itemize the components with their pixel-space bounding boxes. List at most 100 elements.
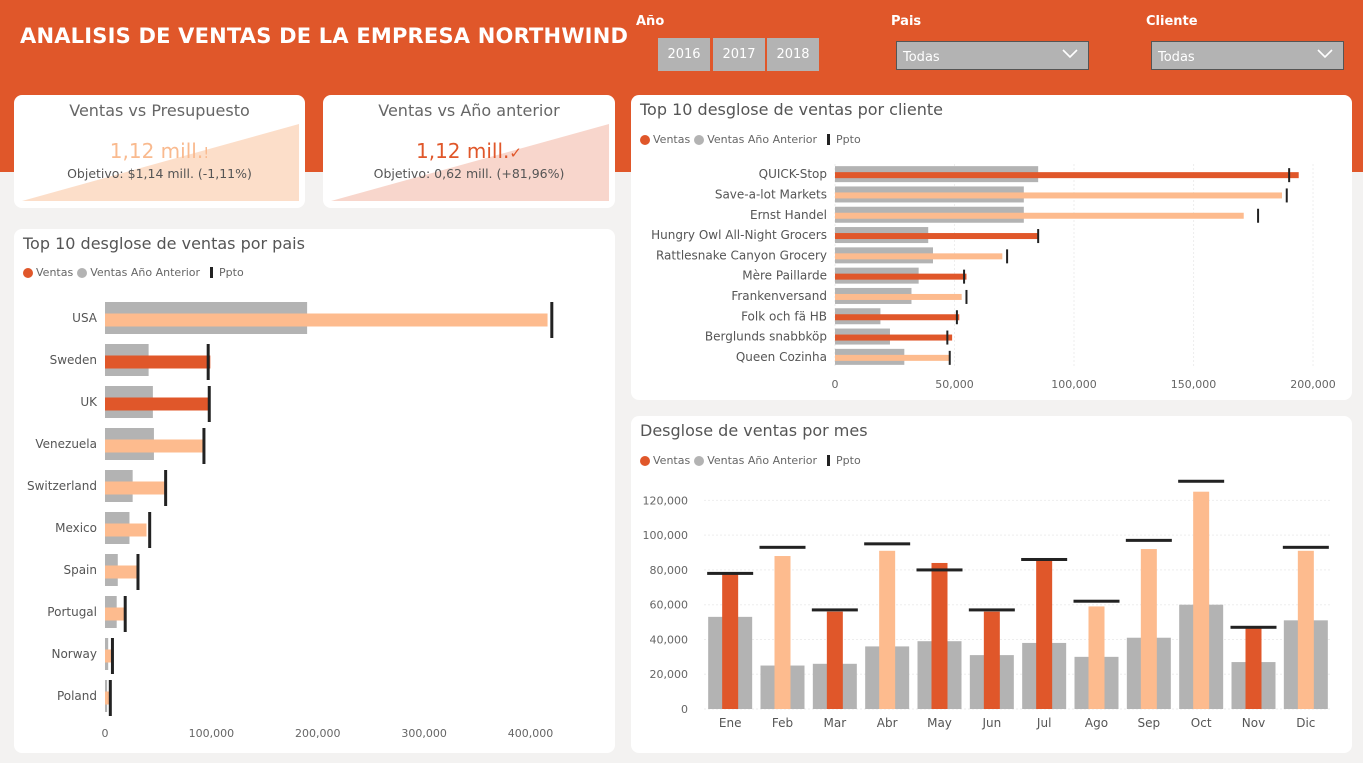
check-icon: ✓ bbox=[509, 144, 522, 162]
kpi-trend-area bbox=[331, 124, 609, 201]
bar-ventas bbox=[835, 293, 962, 300]
bar-ventas bbox=[835, 314, 960, 321]
x-tick-label: Sep bbox=[1138, 716, 1161, 730]
category-label: UK bbox=[80, 395, 98, 409]
chart-legend: Ventas Ventas Año Anterior Ppto bbox=[640, 454, 865, 467]
ppto-marker bbox=[864, 542, 911, 546]
client-filter-label: Cliente bbox=[1146, 14, 1198, 29]
kpi-card-budget: Ventas vs Presupuesto 1,12 mill.! Objeti… bbox=[14, 95, 305, 208]
bar-ventas bbox=[835, 212, 1244, 219]
ppto-marker bbox=[164, 470, 168, 506]
ppto-marker bbox=[707, 571, 754, 575]
x-tick-label: Ago bbox=[1085, 716, 1108, 730]
x-tick-label: 200,000 bbox=[295, 727, 341, 740]
legend-ppto: Ppto bbox=[836, 133, 861, 146]
bar-ventas bbox=[1245, 627, 1262, 709]
kpi-value-row: 1,12 mill.✓ bbox=[323, 139, 615, 163]
bar-ventas bbox=[983, 611, 1000, 709]
ppto-marker bbox=[1125, 538, 1172, 542]
chart-title: Desglose de ventas por mes bbox=[640, 421, 868, 440]
year-2017-button[interactable]: 2017 bbox=[713, 38, 765, 71]
bar-ventas bbox=[835, 354, 950, 361]
x-tick-label: 400,000 bbox=[508, 727, 554, 740]
legend-ppto: Ppto bbox=[219, 266, 244, 279]
ppto-marker bbox=[916, 568, 963, 572]
client-chart: QUICK-Stop Save-a-lot Markets Ernst Handel… bbox=[651, 164, 1336, 391]
y-tick-label: 0 bbox=[681, 703, 688, 716]
ppto-marker bbox=[1006, 249, 1009, 264]
category-label: Berglunds snabbköp bbox=[705, 330, 827, 344]
year-2016-button[interactable]: 2016 bbox=[658, 38, 710, 71]
legend-ventas-swatch bbox=[640, 134, 650, 145]
bar-ventas bbox=[105, 607, 125, 621]
bar-ventas bbox=[105, 691, 110, 705]
client-chart-card: Top 10 desglose de ventas por cliente Ve… bbox=[631, 95, 1352, 400]
ppto-marker bbox=[948, 350, 951, 365]
ppto-marker bbox=[965, 289, 968, 304]
category-label: Frankenversand bbox=[731, 289, 827, 303]
bar-ventas bbox=[1297, 550, 1314, 709]
bar-ventas bbox=[1193, 491, 1210, 709]
y-tick-label: 20,000 bbox=[650, 668, 689, 681]
page-title: ANALISIS DE VENTAS DE LA EMPRESA NORTHWI… bbox=[20, 24, 629, 48]
category-label: Switzerland bbox=[27, 479, 97, 493]
kpi-objective: Objetivo: $1,14 mill. (-1,11%) bbox=[67, 166, 252, 181]
country-dropdown-value: Todas bbox=[903, 50, 940, 65]
x-tick-label: Abr bbox=[877, 716, 898, 730]
category-label: Save-a-lot Markets bbox=[715, 187, 827, 201]
legend-ppto-swatch bbox=[827, 134, 831, 145]
y-tick-label: 60,000 bbox=[650, 599, 689, 612]
x-tick-label: 100,000 bbox=[1051, 378, 1097, 391]
bar-ventas bbox=[105, 481, 166, 495]
legend-ventas: Ventas bbox=[653, 454, 691, 467]
kpi-value: 1,12 mill. bbox=[109, 139, 204, 163]
bar-ventas bbox=[105, 355, 211, 369]
x-tick-label: 0 bbox=[832, 378, 839, 391]
bar-ventas bbox=[105, 523, 147, 537]
ppto-marker bbox=[110, 638, 114, 674]
bar-ventas bbox=[722, 573, 739, 709]
ppto-marker bbox=[207, 386, 211, 422]
bar-ventas bbox=[1088, 606, 1105, 709]
category-label: Spain bbox=[63, 563, 97, 577]
client-dropdown[interactable]: Todas bbox=[1151, 41, 1344, 70]
y-tick-label: 40,000 bbox=[650, 633, 689, 646]
category-label: Folk och fä HB bbox=[741, 309, 827, 323]
x-tick-label: Feb bbox=[772, 716, 793, 730]
ppto-marker bbox=[955, 310, 958, 325]
ppto-marker bbox=[1257, 208, 1260, 223]
bar-ventas bbox=[105, 313, 548, 327]
category-label: Norway bbox=[51, 647, 97, 661]
legend-anterior-swatch bbox=[694, 455, 705, 466]
legend-anterior: Ventas Año Anterior bbox=[707, 454, 818, 467]
legend-ppto: Ppto bbox=[836, 454, 861, 467]
category-label: Queen Cozinha bbox=[736, 350, 827, 364]
y-tick-label: 120,000 bbox=[643, 494, 689, 507]
kpi-card-prev-year: Ventas vs Año anterior 1,12 mill.✓ Objet… bbox=[323, 95, 615, 208]
bar-ventas bbox=[1036, 559, 1053, 709]
x-tick-label: 50,000 bbox=[935, 378, 974, 391]
category-label: Ernst Handel bbox=[750, 208, 827, 222]
ppto-marker bbox=[1178, 479, 1225, 483]
legend-anterior: Ventas Año Anterior bbox=[90, 266, 201, 279]
ppto-marker bbox=[759, 545, 806, 549]
category-label: Venezuela bbox=[35, 437, 97, 451]
ppto-marker bbox=[123, 596, 127, 632]
ppto-marker bbox=[1037, 229, 1040, 244]
bar-ventas bbox=[931, 562, 948, 709]
chart-title: Top 10 desglose de ventas por pais bbox=[23, 234, 305, 253]
x-tick-label: Jul bbox=[1036, 716, 1051, 730]
x-tick-label: Ene bbox=[719, 716, 742, 730]
year-2018-button[interactable]: 2018 bbox=[767, 38, 819, 71]
country-dropdown[interactable]: Todas bbox=[896, 41, 1089, 70]
x-tick-label: 200,000 bbox=[1290, 378, 1336, 391]
ppto-marker bbox=[811, 608, 858, 612]
year-filter-label: Año bbox=[636, 14, 665, 29]
x-tick-label: Mar bbox=[824, 716, 847, 730]
bar-ventas bbox=[826, 611, 843, 709]
category-label: QUICK-Stop bbox=[759, 167, 827, 181]
x-tick-label: 100,000 bbox=[189, 727, 235, 740]
ppto-marker bbox=[108, 680, 112, 716]
legend-ventas: Ventas bbox=[653, 133, 691, 146]
bar-ventas bbox=[105, 439, 204, 453]
